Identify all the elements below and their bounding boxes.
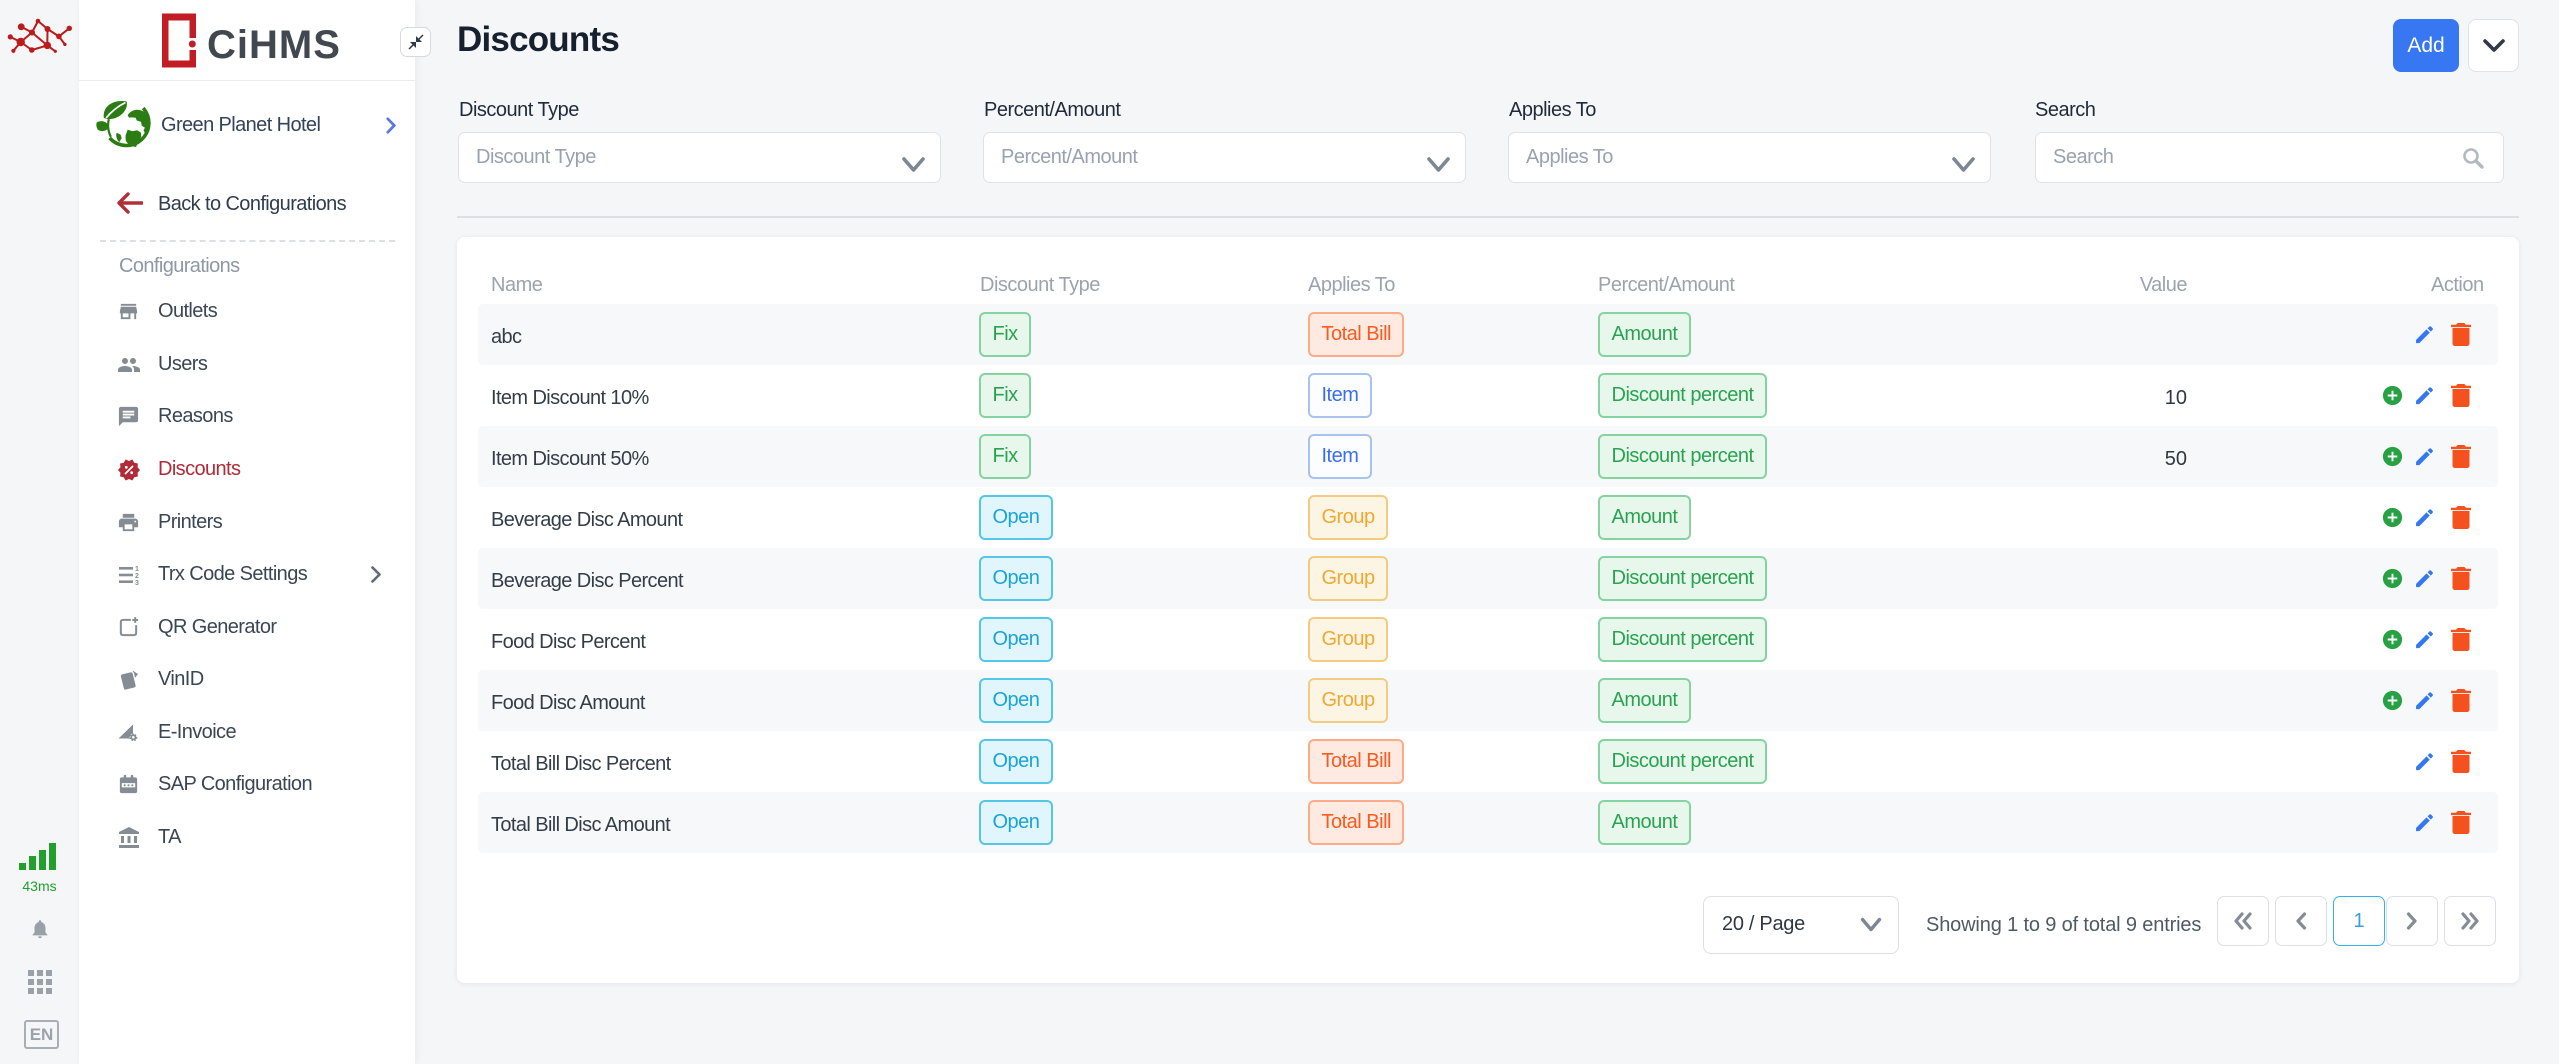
svg-text:3: 3 [135, 580, 139, 587]
svg-text:1: 1 [135, 566, 139, 573]
svg-text:CiHMS: CiHMS [207, 23, 341, 67]
svg-text:2: 2 [135, 573, 139, 580]
